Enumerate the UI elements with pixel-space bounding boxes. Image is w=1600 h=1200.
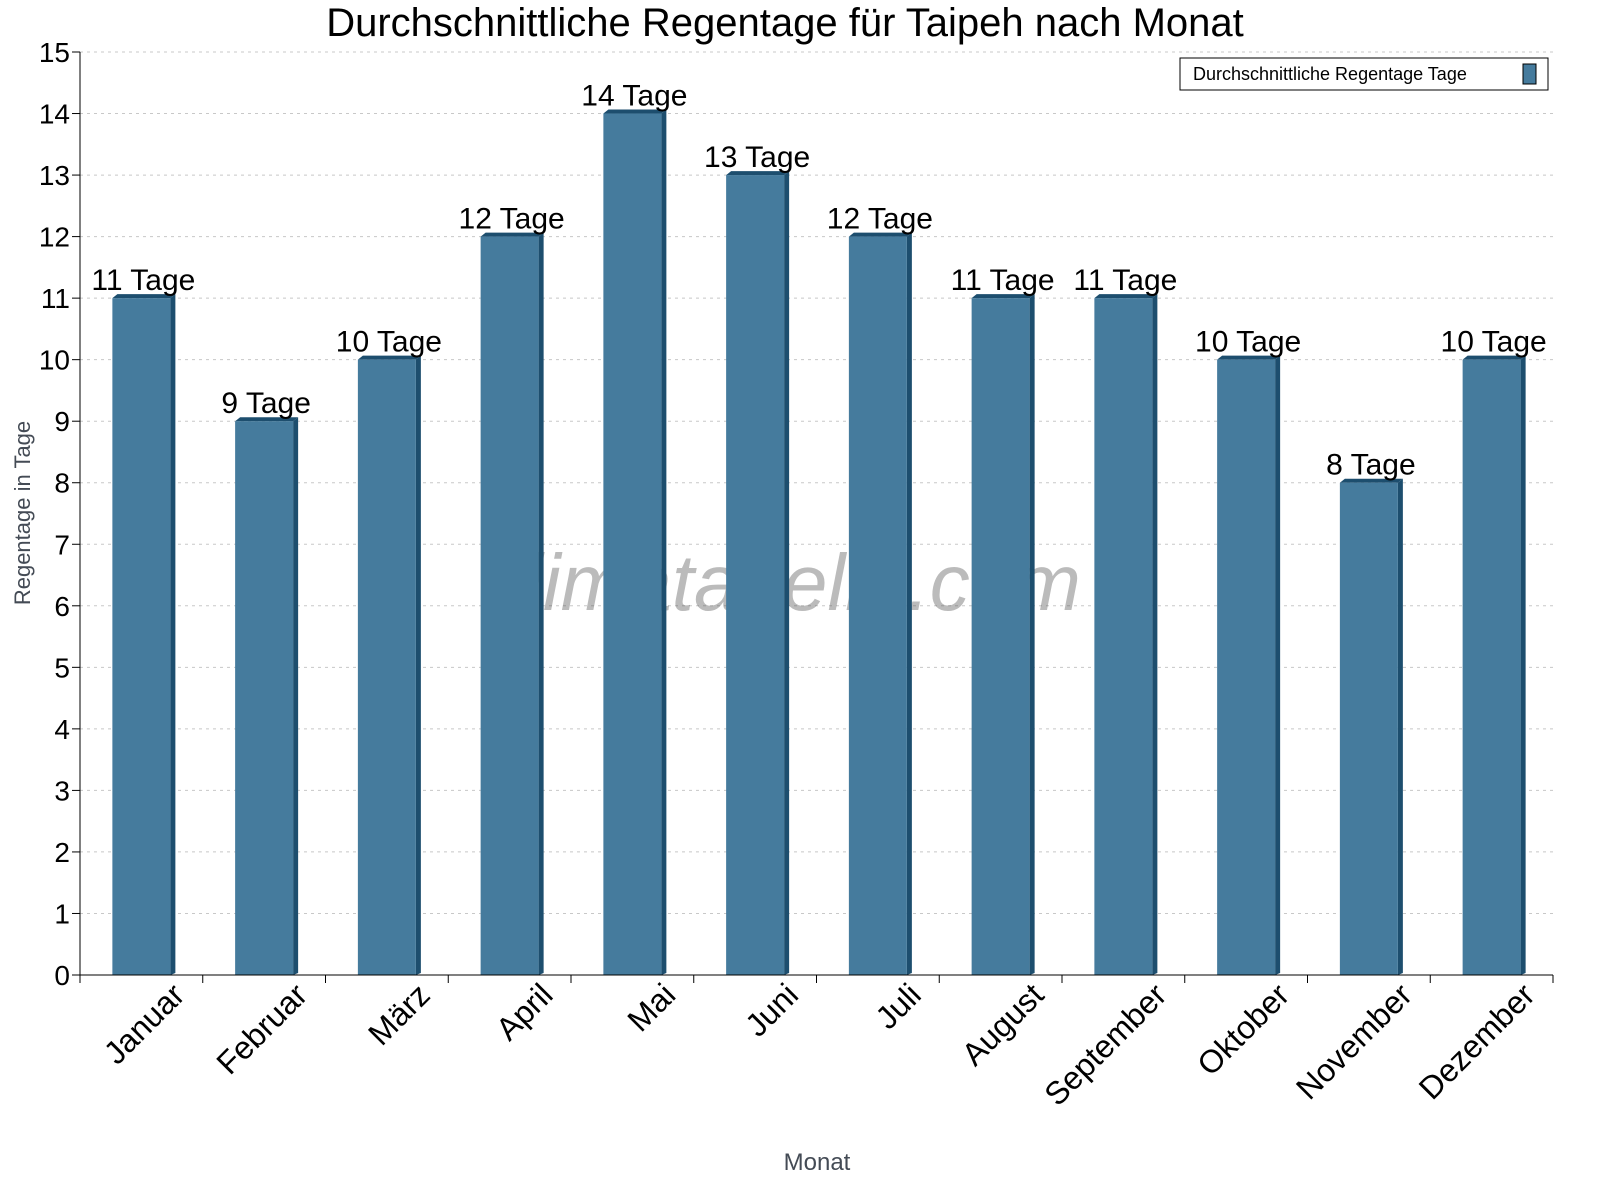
bar-side xyxy=(1152,294,1158,976)
bar xyxy=(603,109,667,976)
data-label: 10 Tage xyxy=(1195,326,1301,359)
bar-front xyxy=(1462,359,1521,976)
bar-side xyxy=(415,355,421,976)
bar-top xyxy=(726,171,790,176)
bar xyxy=(1462,355,1526,976)
bar-side xyxy=(661,109,667,976)
data-label: 12 Tage xyxy=(459,203,565,236)
gridlines xyxy=(80,51,1553,914)
x-axis-label: Monat xyxy=(784,1149,851,1176)
data-label: 11 Tage xyxy=(951,264,1055,297)
y-tick-label: 9 xyxy=(54,406,70,437)
bar-front xyxy=(1217,359,1276,976)
bar-side xyxy=(538,232,544,976)
bar xyxy=(1094,294,1158,976)
y-tick-label: 15 xyxy=(39,37,70,68)
y-tick-label: 13 xyxy=(39,160,70,191)
y-tick-label: 4 xyxy=(54,714,70,745)
bar xyxy=(726,171,790,976)
bar-top xyxy=(112,294,176,299)
bar xyxy=(1217,355,1281,976)
x-tick-label: November xyxy=(1289,976,1419,1106)
bar xyxy=(480,232,544,976)
data-label: 10 Tage xyxy=(1441,326,1547,359)
bar-top xyxy=(1462,355,1526,360)
x-tick-label: April xyxy=(489,976,560,1047)
bar-side xyxy=(1029,294,1035,976)
legend-label: Durchschnittliche Regentage Tage xyxy=(1193,64,1467,84)
y-tick-label: 2 xyxy=(54,837,70,868)
bar-top xyxy=(235,417,299,422)
data-label: 8 Tage xyxy=(1326,449,1416,482)
x-tick-label: Juli xyxy=(868,976,927,1035)
bar-front xyxy=(235,421,294,975)
bar-side xyxy=(784,171,790,976)
y-tick-label: 14 xyxy=(39,99,70,130)
bar-front xyxy=(603,113,662,976)
y-tick-label: 0 xyxy=(54,960,70,991)
data-label: 9 Tage xyxy=(221,387,311,420)
bar-front xyxy=(1339,482,1398,975)
x-tick-label: Februar xyxy=(209,976,314,1081)
y-tick-label: 7 xyxy=(54,529,70,560)
x-tick-label: Mai xyxy=(620,976,682,1038)
bar-top xyxy=(603,109,667,114)
bar-top xyxy=(357,355,421,360)
bar-front xyxy=(357,359,416,976)
y-tick-label: 1 xyxy=(54,898,70,929)
bar xyxy=(971,294,1035,976)
y-tick-label: 8 xyxy=(54,468,70,499)
bar-side xyxy=(1397,478,1403,975)
legend-swatch xyxy=(1522,63,1537,85)
bar xyxy=(848,232,912,976)
x-tick-label: Juni xyxy=(738,976,805,1043)
bar xyxy=(235,417,299,975)
bar-side xyxy=(1520,355,1526,976)
data-label: 10 Tage xyxy=(336,326,442,359)
bar-top xyxy=(1094,294,1158,299)
bar-front xyxy=(848,236,907,976)
bar-side xyxy=(170,294,176,976)
bar-side xyxy=(906,232,912,976)
bars: 11 Tage 9 Tage 10 Tage 12 Tage 14 Tage 13 Tag… xyxy=(91,80,1547,976)
bar-front xyxy=(1094,298,1153,976)
bar xyxy=(1339,478,1403,975)
x-tick-label: September xyxy=(1037,976,1173,1112)
x-tick-label: August xyxy=(955,976,1051,1072)
bar-top xyxy=(1217,355,1281,360)
bar-top xyxy=(480,232,544,237)
data-label: 11 Tage xyxy=(91,264,195,297)
bar-top xyxy=(971,294,1035,299)
y-axis-label: Regentage in Tage xyxy=(10,421,35,605)
bar xyxy=(112,294,176,976)
bar-front xyxy=(112,298,171,976)
y-tick-label: 12 xyxy=(39,222,70,253)
bar-front xyxy=(480,236,539,976)
data-label: 11 Tage xyxy=(1073,264,1177,297)
bar-top xyxy=(1339,478,1403,483)
chart-title: Durchschnittliche Regentage für Taipeh n… xyxy=(326,1,1244,45)
bar-side xyxy=(1275,355,1281,976)
y-tick-label: 6 xyxy=(54,591,70,622)
x-tick-label: Dezember xyxy=(1412,976,1542,1106)
bar xyxy=(357,355,421,976)
x-tick-label: März xyxy=(361,976,437,1052)
y-tick-label: 3 xyxy=(54,775,70,806)
y-tick-label: 5 xyxy=(54,652,70,683)
data-label: 14 Tage xyxy=(581,80,687,113)
data-label: 13 Tage xyxy=(704,141,810,174)
x-tick-label: Oktober xyxy=(1190,976,1296,1082)
bar-front xyxy=(971,298,1030,976)
legend: Durchschnittliche Regentage Tage xyxy=(1179,57,1549,91)
bar-side xyxy=(293,417,299,975)
data-label: 12 Tage xyxy=(827,203,933,236)
bar-top xyxy=(848,232,912,237)
y-tick-label: 10 xyxy=(39,345,70,376)
bar-front xyxy=(726,175,785,976)
y-tick-label: 11 xyxy=(41,283,70,314)
x-tick-label: Januar xyxy=(97,976,192,1071)
